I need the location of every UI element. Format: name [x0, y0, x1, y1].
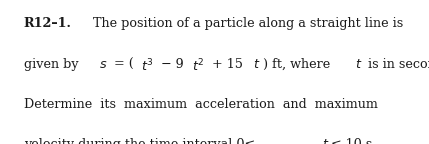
- Text: $t$: $t$: [355, 58, 362, 71]
- Text: is in seconds.: is in seconds.: [364, 58, 429, 71]
- Text: $t$: $t$: [322, 138, 329, 144]
- Text: = (: = (: [110, 58, 134, 71]
- Text: + 15: + 15: [208, 58, 243, 71]
- Text: R12–1.: R12–1.: [24, 17, 72, 30]
- Text: velocity during the time interval 0≤: velocity during the time interval 0≤: [24, 138, 255, 144]
- Text: $t$: $t$: [253, 58, 261, 71]
- Text: ≤ 10 s.: ≤ 10 s.: [331, 138, 377, 144]
- Text: − 9: − 9: [157, 58, 184, 71]
- Text: The position of a particle along a straight line is: The position of a particle along a strai…: [85, 17, 404, 30]
- Text: ) ft, where: ) ft, where: [263, 58, 334, 71]
- Text: $s$: $s$: [99, 58, 108, 71]
- Text: given by: given by: [24, 58, 82, 71]
- Text: $t^2$: $t^2$: [192, 58, 204, 74]
- Text: $t^3$: $t^3$: [141, 58, 154, 74]
- Text: Determine  its  maximum  acceleration  and  maximum: Determine its maximum acceleration and m…: [24, 98, 378, 111]
